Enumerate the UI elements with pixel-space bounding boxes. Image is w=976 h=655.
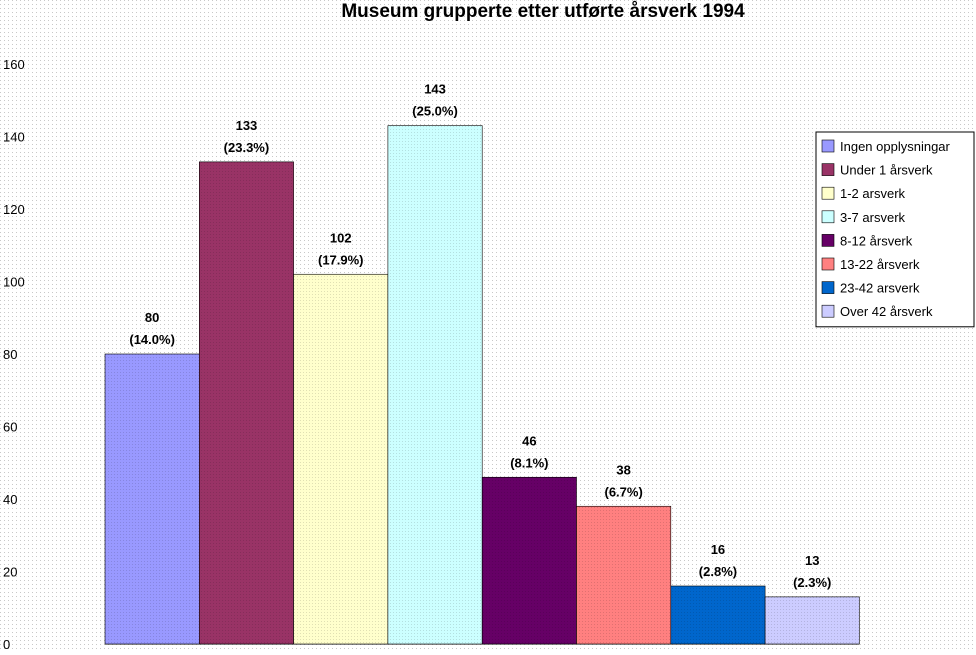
legend-item: 1-2 arsverk (821, 186, 906, 201)
bar-texture (293, 274, 388, 644)
legend-item: 23-42 arsverk (821, 281, 920, 296)
y-tick-label: 80 (3, 347, 17, 362)
chart-title: Museum grupperte etter utførte årsverk 1… (341, 1, 745, 22)
bar-group: 143 (25.0%) (387, 82, 483, 645)
legend-label: Ingen opplysningar (840, 139, 951, 154)
bar-value-label: 16 (711, 542, 725, 557)
bar-percent-label: (23.3%) (224, 140, 270, 155)
y-tick-label: 100 (3, 275, 25, 290)
legend-swatch (821, 234, 835, 247)
legend-item: Under 1 årsverk (821, 163, 933, 178)
legend-swatch (821, 257, 835, 271)
bar-group: 38 (6.7%) (576, 462, 672, 645)
legend-item: 3-7 arsverk (821, 210, 906, 225)
bar-percent-label: (14.0%) (129, 332, 175, 347)
bar-texture (576, 506, 671, 644)
bar-percent-label: (2.3%) (793, 575, 831, 590)
legend-box (815, 131, 975, 328)
bar-value-label: 80 (145, 310, 159, 325)
legend-label: 13-22 årsverk (840, 257, 920, 272)
legend-label: 23-42 arsverk (840, 281, 920, 296)
legend-label: 3-7 arsverk (840, 210, 906, 225)
bar-group: 133 (23.3%) (199, 118, 294, 645)
bar-texture (765, 596, 860, 644)
bar-texture (670, 586, 766, 644)
legend-swatch (821, 210, 835, 224)
legend-swatch (821, 186, 835, 200)
legend-swatch (821, 304, 835, 318)
bar-percent-label: (6.7%) (605, 484, 643, 499)
legend-item: Ingen opplysningar (821, 139, 951, 154)
bars: 80 (14.0%) 133 (23.3%) 102 (17.9%) 143 (25.0%) 4… (104, 82, 860, 645)
bar-texture (482, 477, 577, 644)
bar-group: 102 (17.9%) (293, 230, 389, 645)
bar-value-label: 143 (424, 82, 446, 97)
y-tick-label: 40 (3, 492, 17, 507)
legend-label: 8-12 årsverk (840, 233, 913, 248)
bar-value-label: 102 (330, 230, 352, 245)
bar-group: 16 (2.8%) (670, 542, 766, 645)
legend-item: Over 42 årsverk (821, 304, 933, 319)
legend-item: 13-22 årsverk (821, 257, 920, 272)
y-tick-label: 160 (3, 57, 25, 72)
legend-item: 8-12 årsverk (821, 233, 913, 248)
y-tick-label: 140 (3, 130, 25, 145)
legend-label: 1-2 arsverk (840, 186, 906, 201)
bar-texture (105, 354, 200, 644)
legend-swatch (821, 163, 835, 176)
y-tick-label: 0 (3, 637, 10, 650)
bar-group: 80 (14.0%) (104, 310, 200, 645)
bar-percent-label: (8.1%) (510, 455, 548, 470)
bar-group: 13 (2.3%) (764, 553, 860, 645)
bar-group: 46 (8.1%) (481, 433, 577, 645)
bar-value-label: 13 (805, 553, 819, 568)
legend: Ingen opplysningar Under 1 årsverk 1-2 ars… (815, 131, 975, 328)
legend-swatch (821, 281, 835, 294)
bar-percent-label: (17.9%) (318, 252, 364, 267)
bar-percent-label: (25.0%) (412, 104, 458, 119)
legend-label: Under 1 årsverk (840, 163, 933, 178)
y-tick-label: 120 (3, 202, 25, 217)
bar-texture (199, 161, 294, 644)
bar-value-label: 38 (616, 462, 630, 477)
legend-swatch (821, 139, 835, 153)
bar-texture (387, 125, 483, 644)
legend-label: Over 42 årsverk (840, 304, 933, 319)
y-tick-label: 20 (3, 565, 17, 580)
bar-value-label: 133 (236, 118, 258, 133)
bar-percent-label: (2.8%) (699, 564, 737, 579)
y-tick-label: 60 (3, 420, 17, 435)
bar-value-label: 46 (522, 433, 536, 448)
